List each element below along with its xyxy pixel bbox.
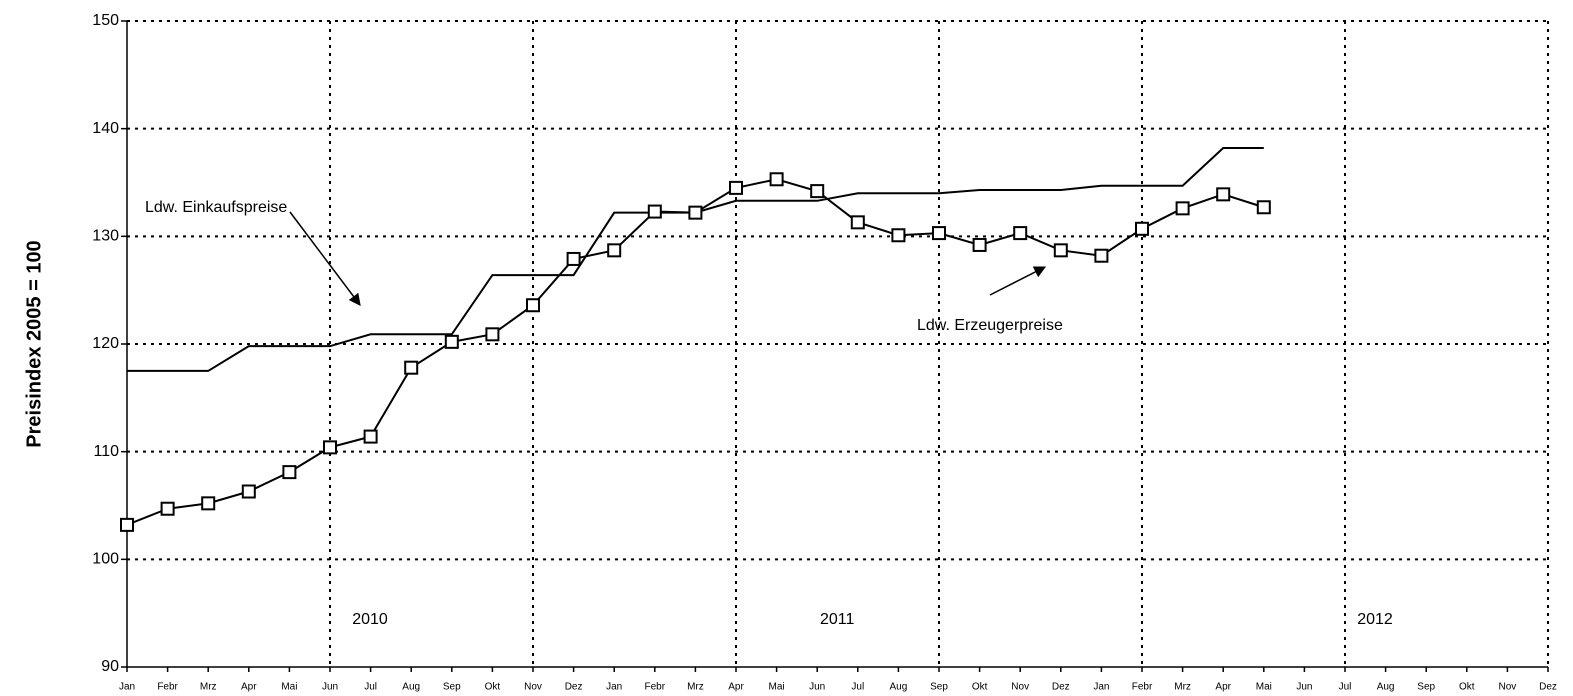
point-marker [566, 251, 581, 266]
x-tick-label: Okt [1459, 682, 1475, 693]
x-tick-label: Jun [322, 682, 338, 693]
point-marker [891, 228, 906, 243]
x-tick-label: Dez [1052, 682, 1070, 693]
point-marker [810, 184, 825, 199]
legend-label: Ldw. Einkaufspreise [145, 199, 287, 216]
x-tick-label: Sep [930, 682, 948, 693]
x-tick-label: Nov [1499, 682, 1517, 693]
x-tick-label: Mai [281, 682, 297, 693]
point-marker [932, 226, 946, 241]
point-marker [404, 360, 419, 375]
y-tick-label: 100 [92, 551, 119, 568]
point-marker [769, 172, 784, 187]
x-tick-label: Apr [241, 682, 257, 693]
point-marker [485, 327, 500, 342]
point-marker [160, 501, 175, 516]
x-tick-label: Jun [1296, 682, 1312, 693]
point-marker [323, 440, 337, 455]
x-tick-label: Febr [1132, 682, 1153, 693]
point-marker [282, 465, 297, 480]
y-tick-label: 110 [93, 443, 119, 460]
x-tick-label: Mrz [200, 682, 217, 693]
x-tick-label: Aug [1377, 682, 1395, 693]
x-tick-label: Dez [565, 682, 583, 693]
x-tick-label: Jan [119, 682, 135, 693]
y-axis-title: Preisindex 2005 = 100 [23, 240, 45, 447]
point-marker [850, 215, 865, 230]
year-label: 2012 [1357, 611, 1393, 628]
point-marker [526, 298, 540, 313]
point-marker [1094, 248, 1109, 263]
x-tick-label: Jan [1093, 682, 1109, 693]
x-tick-label: Aug [402, 682, 420, 693]
year-label: 2011 [820, 611, 855, 628]
x-tick-label: Febr [645, 682, 666, 693]
x-tick-label: Mrz [687, 682, 704, 693]
point-marker [241, 484, 256, 499]
x-tick-label: Febr [157, 682, 178, 693]
point-marker [1216, 187, 1231, 202]
point-marker [1175, 201, 1190, 216]
x-tick-label: Sep [443, 682, 461, 693]
x-tick-label: Jun [809, 682, 825, 693]
x-tick-label: Okt [485, 682, 501, 693]
x-tick-label: Mai [1256, 682, 1272, 693]
point-marker [201, 496, 216, 511]
point-marker [607, 243, 622, 258]
point-marker [729, 180, 743, 195]
point-marker [363, 429, 378, 444]
annotation-arrow [989, 266, 1047, 296]
year-label: 2010 [352, 611, 388, 628]
x-tick-label: Sep [1417, 682, 1435, 693]
point-marker [688, 205, 703, 220]
x-tick-label: Nov [524, 682, 542, 693]
point-marker [1013, 226, 1028, 241]
y-tick-label: 140 [92, 120, 119, 137]
x-tick-label: Jul [364, 682, 377, 693]
x-tick-label: Dez [1539, 682, 1557, 693]
y-tick-label: 130 [92, 228, 119, 245]
series-line [126, 178, 1265, 526]
x-tick-label: Jul [851, 682, 864, 693]
series-line [127, 147, 1264, 372]
x-tick-label: Jul [1339, 682, 1352, 693]
x-tick-label: Apr [728, 682, 744, 693]
point-marker [1053, 243, 1068, 258]
point-marker [1135, 221, 1149, 236]
x-tick-label: Apr [1215, 682, 1231, 693]
point-marker [972, 237, 987, 252]
x-tick-label: Mrz [1174, 682, 1191, 693]
y-tick-label: 120 [92, 335, 119, 352]
point-marker [120, 517, 134, 532]
x-tick-label: Nov [1011, 682, 1029, 693]
y-tick-label: 150 [92, 12, 119, 29]
x-tick-label: Jan [606, 682, 622, 693]
y-tick-label: 90 [101, 658, 119, 675]
x-tick-label: Mai [769, 682, 785, 693]
legend-label: Ldw. Erzeugerpreise [917, 317, 1063, 334]
x-tick-label: Okt [972, 682, 988, 693]
point-marker [444, 334, 459, 349]
point-marker [1256, 200, 1271, 215]
point-marker [647, 204, 662, 219]
x-tick-label: Aug [890, 682, 908, 693]
annotation-arrow [289, 211, 361, 306]
